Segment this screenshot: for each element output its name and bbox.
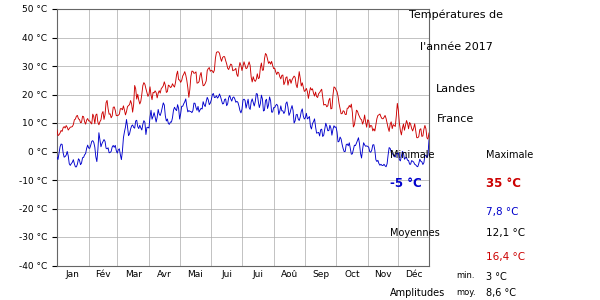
Text: l'année 2017: l'année 2017 (419, 42, 493, 52)
Text: 3 °C: 3 °C (486, 272, 507, 281)
Text: moy.: moy. (456, 288, 476, 297)
Text: 8,6 °C: 8,6 °C (486, 288, 516, 298)
Text: Températures de: Températures de (409, 9, 503, 20)
Text: Minimale: Minimale (390, 150, 434, 160)
Text: min.: min. (456, 272, 475, 280)
Text: Landes: Landes (436, 84, 476, 94)
Text: Moyennes: Moyennes (390, 228, 440, 238)
Text: Maximale: Maximale (486, 150, 533, 160)
Text: 16,4 °C: 16,4 °C (486, 252, 525, 262)
Text: 12,1 °C: 12,1 °C (486, 228, 525, 238)
Text: 7,8 °C: 7,8 °C (486, 207, 518, 217)
Text: -5 °C: -5 °C (390, 177, 422, 190)
Text: France: France (437, 114, 475, 124)
Text: Amplitudes: Amplitudes (390, 288, 445, 298)
Text: 35 °C: 35 °C (486, 177, 521, 190)
